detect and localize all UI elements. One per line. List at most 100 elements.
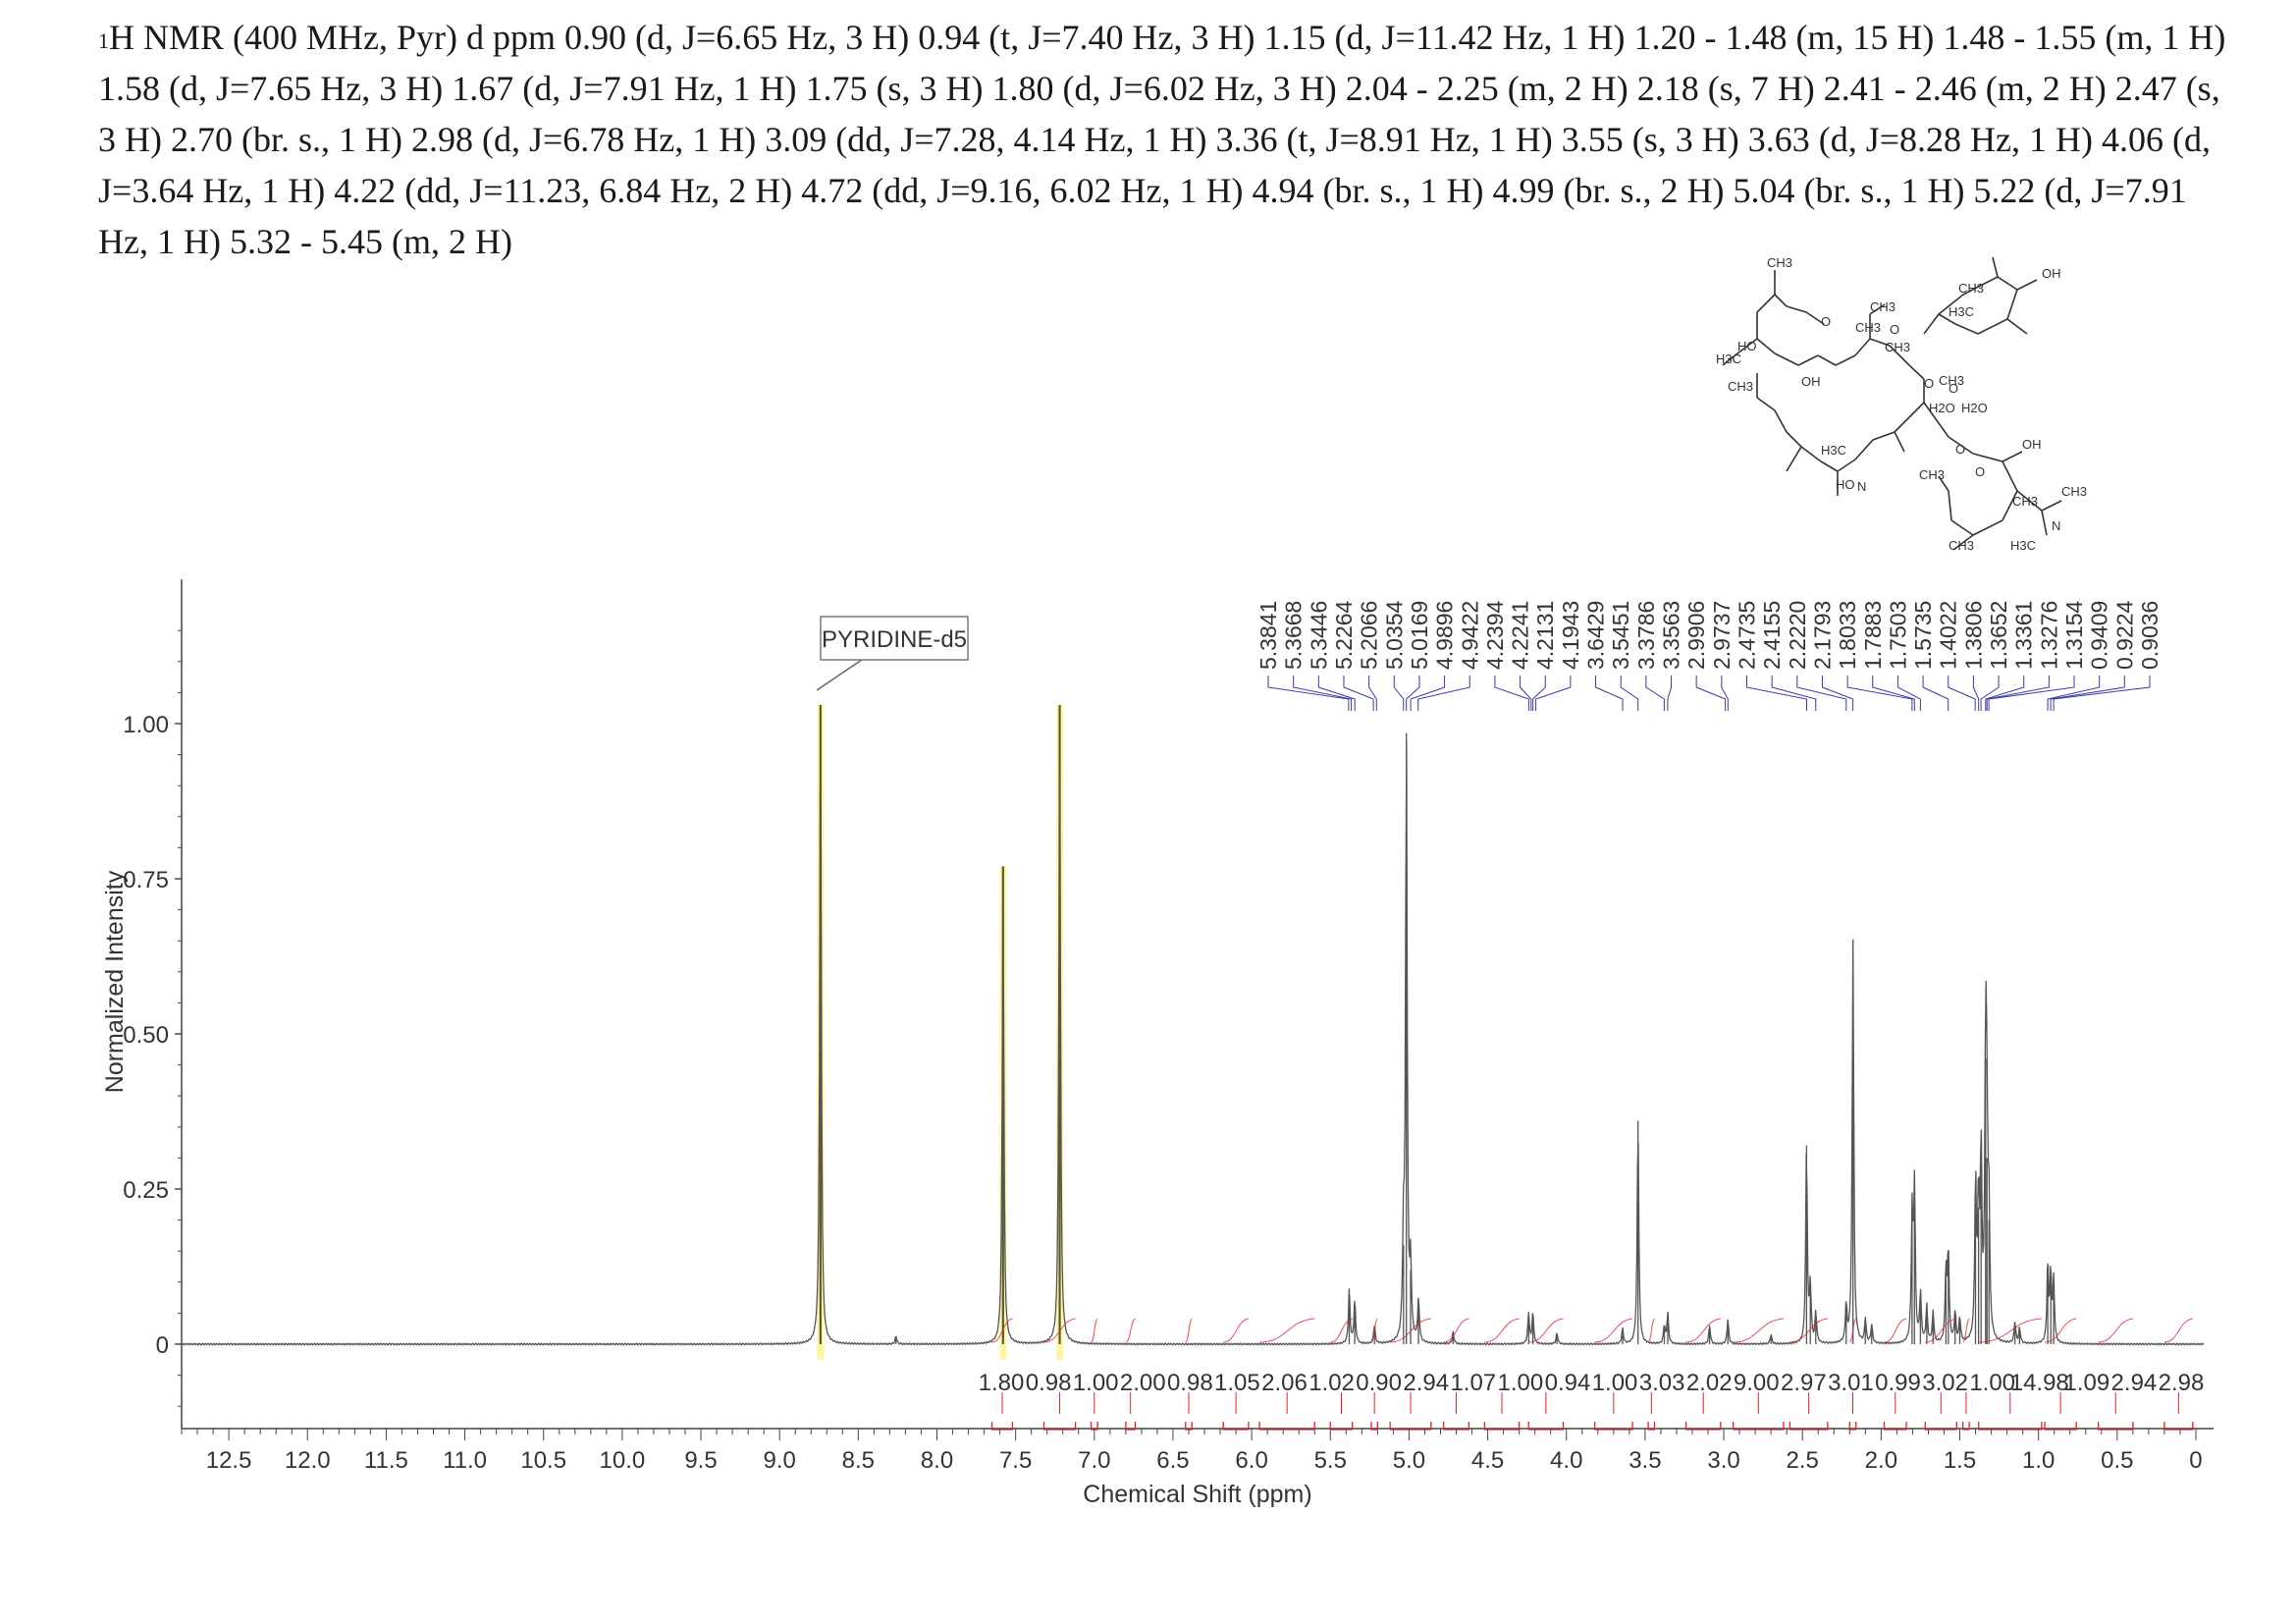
peak-label: 1.3154 — [2061, 600, 2087, 670]
integral-curve — [1185, 1318, 1193, 1343]
atom-label: OH — [2022, 437, 2042, 452]
atom-label: CH3 — [2012, 494, 2038, 509]
peak-label: 4.2131 — [1532, 601, 1558, 670]
integral-label: 2.94 — [1403, 1370, 1449, 1396]
x-axis-ticks: 12.5 12.0 11.5 11.0 10.5 10.0 9.5 9.0 8.5 8.0 7.5 7… — [181, 1429, 2203, 1474]
x-tick-label: 8.0 — [921, 1447, 953, 1474]
integral-curves — [991, 1318, 2193, 1343]
atom-label: CH3 — [1958, 281, 1984, 296]
atom-label: H3C — [1949, 304, 1974, 319]
atom-label: N — [2052, 518, 2060, 533]
peak-label: 2.4735 — [1734, 601, 1759, 670]
bond — [1938, 475, 1949, 492]
integral-bracket — [1258, 1422, 1315, 1431]
integral-curve — [1647, 1318, 1655, 1343]
bond — [1854, 439, 1874, 460]
integral-curve — [1528, 1318, 1564, 1343]
x-tick-label: 12.0 — [285, 1447, 331, 1474]
atom-label: O — [1949, 381, 1958, 396]
integral-curve — [991, 1318, 1013, 1343]
integral-label: 3.01 — [1828, 1370, 1874, 1396]
molecule-structure — [1722, 256, 2062, 551]
atom-label: CH3 — [1949, 538, 1974, 553]
integral-bracket — [1593, 1422, 1633, 1431]
peak-label: 2.9737 — [1709, 601, 1735, 670]
y-tick-label: 0 — [156, 1332, 169, 1359]
peak-label-connector — [1267, 676, 1350, 711]
integral-label: 0.99 — [1875, 1370, 1921, 1396]
bond — [1923, 402, 1949, 438]
peak-label: 1.7883 — [1860, 601, 1886, 670]
integral-bracket — [1684, 1422, 1722, 1431]
bond — [1997, 276, 2018, 291]
atom-label: H3C — [1716, 352, 1741, 366]
integral-bracket — [1090, 1422, 1098, 1431]
peak-label: 1.5735 — [1910, 601, 1936, 670]
bond — [1786, 305, 1807, 313]
peak-label-connector — [1595, 676, 1624, 711]
integral-bracket — [1443, 1422, 1469, 1431]
integral-bracket — [1042, 1422, 1077, 1431]
bond — [1774, 409, 1788, 433]
chart-axes — [181, 579, 2214, 1430]
integral-curve — [1978, 1318, 2042, 1343]
integral-curve — [1594, 1318, 1633, 1343]
atom-label: OH — [2042, 266, 2061, 281]
y-tick-label: 1.00 — [123, 712, 169, 738]
peak-label-connector — [1948, 676, 1976, 711]
integral-label: 0.98 — [1167, 1370, 1213, 1396]
peak-label-connector — [2050, 676, 2125, 711]
bond — [1869, 303, 1886, 315]
solvent-peaks — [817, 705, 1064, 1360]
integral-curve — [1125, 1318, 1136, 1343]
integral-labels: 1.80 0.98 1.00 2.00 0.98 1.05 2.06 1.02 0.90 2.94… — [979, 1370, 2205, 1431]
integral-bracket — [1483, 1422, 1521, 1431]
integral-label: 0.90 — [1356, 1370, 1402, 1396]
integral-bracket — [1789, 1422, 1829, 1431]
peak-label-connector — [1695, 676, 1727, 711]
integral-bracket — [1125, 1422, 1137, 1431]
x-tick-label: 12.5 — [206, 1447, 252, 1474]
integral-label: 2.98 — [2159, 1370, 2205, 1396]
bond — [1938, 313, 1956, 325]
x-tick-label: 4.5 — [1471, 1447, 1504, 1474]
integral-bracket — [1389, 1422, 1432, 1431]
bond — [1948, 490, 1952, 521]
integral-curve — [1789, 1318, 1828, 1343]
atom-label: N — [1857, 479, 1866, 494]
peak-label: 0.9036 — [2137, 601, 2163, 670]
peak-label: 5.2066 — [1357, 601, 1382, 670]
integral-curve — [1259, 1318, 1315, 1343]
peak-label: 4.2394 — [1482, 600, 1508, 670]
x-tick-label: 7.5 — [999, 1447, 1032, 1474]
peak-label-connector — [1417, 676, 1470, 711]
integral-bracket — [1924, 1422, 1957, 1431]
bond — [1722, 352, 1738, 366]
integral-bracket — [1527, 1422, 1565, 1431]
peak-label: 5.0169 — [1407, 601, 1432, 670]
atom-label: CH3 — [1870, 299, 1896, 314]
integral-bracket — [1185, 1422, 1193, 1431]
peak-label: 3.5451 — [1608, 601, 1633, 670]
atom-label: HO — [1836, 477, 1855, 492]
integral-curve — [1962, 1318, 1970, 1343]
peak-label-connector — [1896, 676, 1921, 711]
x-tick-label: 1.5 — [1944, 1447, 1976, 1474]
integral-bracket — [1329, 1422, 1354, 1431]
integral-bracket — [1370, 1422, 1379, 1431]
integral-label: 3.03 — [1639, 1370, 1685, 1396]
peak-label-connector — [1532, 676, 1546, 711]
peak-label-connector — [1721, 676, 1729, 711]
integral-label: 2.06 — [1261, 1370, 1308, 1396]
peak-label: 5.3446 — [1306, 601, 1331, 670]
peak-list-text: H NMR (400 MHz, Pyr) d ppm 0.90 (d, J=6.… — [98, 18, 2226, 261]
peak-labels: 5.3841 5.3668 5.3446 5.2264 5.2066 5.0354 5.01… — [1255, 600, 2163, 711]
peak-label-connector — [1368, 676, 1377, 711]
bond — [2006, 318, 2028, 335]
integral-curve — [1443, 1318, 1469, 1343]
nmr-header-text: 1H NMR (400 MHz, Pyr) d ppm 0.90 (d, J=6… — [98, 12, 2228, 267]
atom-label: CH3 — [1767, 255, 1792, 270]
peak-label: 5.3668 — [1281, 601, 1307, 670]
bond — [1805, 311, 1825, 325]
